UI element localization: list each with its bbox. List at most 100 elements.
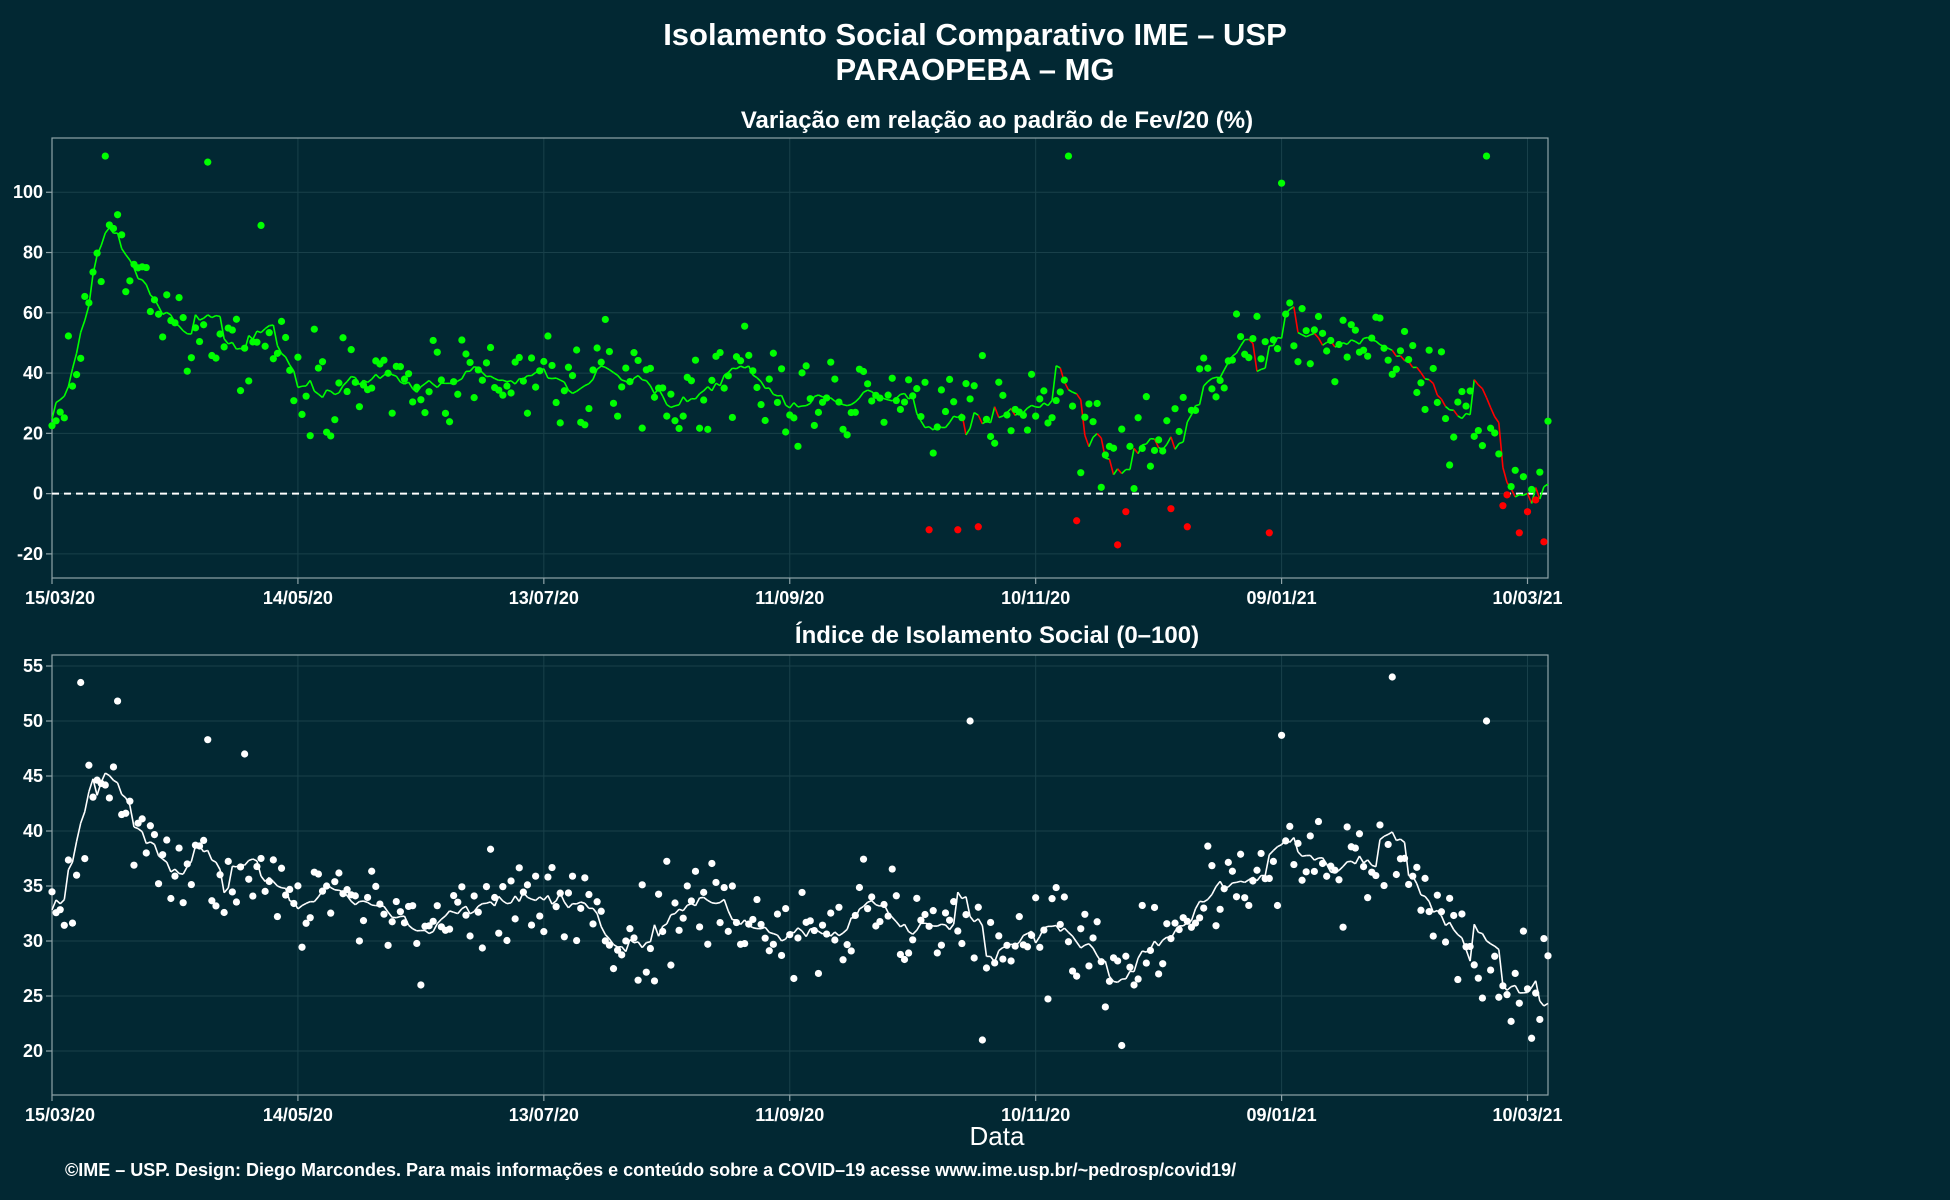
moving-average-segment bbox=[297, 385, 303, 389]
data-point bbox=[913, 894, 921, 902]
moving-average-segment bbox=[1018, 935, 1025, 943]
moving-average-segment bbox=[1498, 422, 1504, 468]
moving-average-segment bbox=[928, 426, 934, 431]
data-point bbox=[204, 158, 212, 166]
moving-average-segment bbox=[313, 896, 320, 903]
data-point bbox=[1409, 872, 1417, 880]
moving-average-segment bbox=[1449, 409, 1454, 412]
data-point bbox=[282, 333, 290, 342]
data-point bbox=[728, 882, 736, 890]
moving-average-segment bbox=[957, 891, 963, 899]
moving-average-segment bbox=[498, 895, 504, 902]
data-point bbox=[634, 356, 642, 365]
moving-average-segment bbox=[203, 314, 209, 319]
moving-average-segment bbox=[1440, 915, 1447, 926]
data-point bbox=[1536, 468, 1544, 476]
moving-average-segment bbox=[1358, 337, 1365, 345]
moving-average-segment bbox=[694, 897, 701, 907]
data-point bbox=[716, 348, 724, 357]
moving-average-segment bbox=[236, 347, 241, 350]
data-point bbox=[1114, 541, 1122, 549]
moving-average-segment bbox=[854, 397, 860, 403]
data-point bbox=[1114, 957, 1122, 965]
data-point bbox=[1323, 347, 1331, 355]
data-point bbox=[1208, 862, 1216, 870]
data-point bbox=[757, 920, 765, 929]
moving-average-segment bbox=[645, 380, 652, 387]
moving-average-segment bbox=[1543, 483, 1549, 488]
data-point bbox=[745, 351, 753, 359]
data-point bbox=[1150, 903, 1159, 912]
data-point bbox=[991, 439, 999, 447]
moving-average-segment bbox=[1178, 441, 1184, 445]
data-point bbox=[253, 862, 261, 871]
data-point bbox=[458, 883, 466, 891]
data-point bbox=[1093, 399, 1101, 408]
moving-average-segment bbox=[670, 405, 676, 409]
data-point bbox=[93, 249, 101, 257]
data-point bbox=[1294, 358, 1302, 366]
data-point bbox=[355, 937, 363, 945]
data-point bbox=[1183, 917, 1191, 925]
moving-average-segment bbox=[830, 397, 836, 402]
data-point bbox=[1302, 868, 1310, 876]
data-point bbox=[282, 891, 290, 899]
data-point bbox=[302, 919, 310, 927]
moving-average-segment bbox=[781, 938, 786, 942]
data-point bbox=[1175, 427, 1183, 436]
moving-average-segment bbox=[506, 902, 512, 905]
data-point bbox=[1388, 673, 1396, 681]
moving-average-segment bbox=[1301, 854, 1307, 858]
moving-average-segment bbox=[1342, 861, 1348, 867]
data-point bbox=[482, 359, 491, 367]
data-point bbox=[1425, 908, 1433, 916]
data-point bbox=[691, 867, 700, 875]
moving-average-segment bbox=[113, 779, 118, 784]
data-point bbox=[175, 844, 183, 852]
data-point bbox=[777, 951, 786, 960]
data-point bbox=[1298, 305, 1306, 313]
data-point bbox=[1470, 432, 1478, 440]
moving-average-segment bbox=[84, 305, 90, 321]
data-point bbox=[298, 943, 306, 951]
moving-average-segment bbox=[965, 896, 971, 917]
moving-average-segment bbox=[596, 365, 602, 370]
data-point bbox=[954, 526, 962, 534]
data-point bbox=[290, 899, 298, 908]
data-point bbox=[1519, 473, 1528, 481]
data-point bbox=[1384, 840, 1392, 849]
data-point bbox=[314, 364, 323, 372]
moving-average-segment bbox=[977, 918, 984, 927]
moving-average-segment bbox=[182, 866, 188, 875]
moving-average-segment bbox=[924, 425, 930, 429]
data-point bbox=[749, 915, 757, 924]
y-tick-label: 20 bbox=[23, 423, 43, 443]
data-point bbox=[1064, 152, 1073, 160]
moving-average-segment bbox=[395, 375, 402, 383]
data-point bbox=[986, 918, 995, 927]
data-point bbox=[113, 211, 122, 219]
moving-average-segment bbox=[55, 399, 61, 404]
moving-average-segment bbox=[1420, 372, 1426, 380]
data-point bbox=[368, 384, 376, 392]
x-tick-label: 10/11/20 bbox=[1001, 588, 1070, 608]
data-point bbox=[851, 911, 859, 920]
data-point bbox=[1515, 529, 1523, 537]
moving-average-segment bbox=[1347, 860, 1352, 863]
moving-average-segment bbox=[449, 910, 454, 914]
moving-average-segment bbox=[211, 859, 217, 863]
data-point bbox=[97, 277, 105, 286]
moving-average-segment bbox=[313, 390, 319, 395]
x-tick-label: 14/05/20 bbox=[263, 1105, 333, 1125]
data-point bbox=[1339, 316, 1347, 324]
moving-average-segment bbox=[608, 938, 615, 946]
moving-average-segment bbox=[642, 378, 647, 382]
data-point bbox=[1482, 152, 1491, 160]
moving-average-segment bbox=[1059, 927, 1065, 932]
data-point bbox=[950, 398, 958, 406]
data-point bbox=[1294, 839, 1302, 847]
data-point bbox=[798, 888, 806, 897]
data-point bbox=[195, 337, 204, 346]
moving-average-segment bbox=[457, 378, 463, 382]
moving-average-segment bbox=[1363, 336, 1368, 340]
